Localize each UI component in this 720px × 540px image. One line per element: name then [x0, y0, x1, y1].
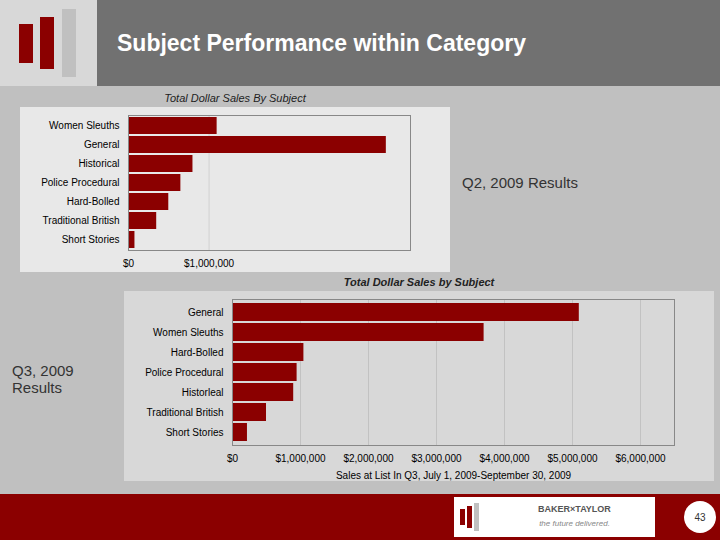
- svg-text:Traditional British: Traditional British: [43, 215, 120, 226]
- svg-text:$3,000,000: $3,000,000: [411, 453, 461, 464]
- svg-text:$1,000,000: $1,000,000: [275, 453, 325, 464]
- svg-text:$1,000,000: $1,000,000: [184, 258, 234, 269]
- svg-text:Police Procedural: Police Procedural: [41, 177, 119, 188]
- svg-text:$5,000,000: $5,000,000: [547, 453, 597, 464]
- svg-text:Hard-Bolled: Hard-Bolled: [171, 347, 224, 358]
- svg-text:Women Sleuths: Women Sleuths: [153, 327, 223, 338]
- svg-text:Short Stories: Short Stories: [62, 234, 120, 245]
- svg-text:Short Stories: Short Stories: [166, 427, 224, 438]
- html-text:Q2, 2009 Results: Q2, 2009 Results: [462, 173, 578, 191]
- html-text:Total Dollar Sales by Subject: Total Dollar Sales by Subject: [343, 276, 495, 288]
- html-text:Total Dollar Sales By Subject: Total Dollar Sales By Subject: [164, 92, 306, 104]
- svg-text:Sales at List In Q3, July 1, 2: Sales at List In Q3, July 1, 2009-Septem…: [336, 470, 572, 481]
- html-text:the future delivered.: the future delivered.: [539, 519, 610, 528]
- html-text:43: 43: [694, 511, 706, 523]
- html-text:Subject Performance within Cat: Subject Performance within Category: [117, 29, 526, 56]
- html-text:Q3, 2009 Results: Q3, 2009 Results: [12, 361, 74, 396]
- svg-text:$4,000,000: $4,000,000: [479, 453, 529, 464]
- svg-text:$0: $0: [123, 258, 135, 269]
- svg-text:Women Sleuths: Women Sleuths: [49, 120, 119, 131]
- svg-text:General: General: [84, 139, 120, 150]
- svg-text:$0: $0: [227, 453, 239, 464]
- svg-text:$6,000,000: $6,000,000: [615, 453, 665, 464]
- svg-text:$2,000,000: $2,000,000: [343, 453, 393, 464]
- svg-text:General: General: [188, 307, 224, 318]
- html-text:BAKER×TAYLOR: BAKER×TAYLOR: [538, 504, 611, 514]
- svg-text:Police Procedural: Police Procedural: [145, 367, 223, 378]
- svg-text:Historleal: Historleal: [182, 387, 224, 398]
- svg-text:Historical: Historical: [78, 158, 119, 169]
- svg-text:Hard-Bolled: Hard-Bolled: [67, 196, 120, 207]
- svg-text:Traditional British: Traditional British: [147, 407, 224, 418]
